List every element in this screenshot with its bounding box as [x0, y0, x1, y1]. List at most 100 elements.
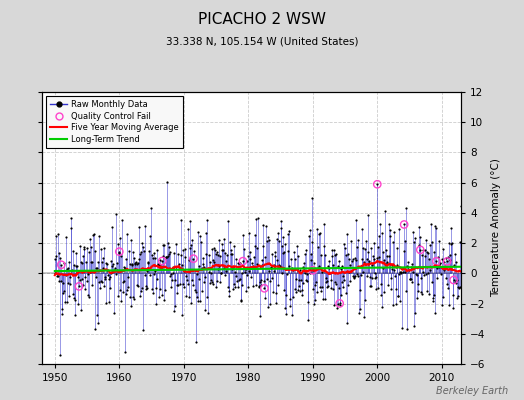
Point: [296, 288, 304, 294]
Point: [185, 245, 194, 251]
Point: [272, 236, 281, 242]
Point: [401, 269, 409, 276]
Point: [165, 251, 173, 258]
Point: [293, 287, 302, 293]
Point: [431, 310, 440, 316]
Point: [218, 240, 226, 247]
Point: [184, 226, 192, 232]
Point: [147, 204, 155, 211]
Point: [258, 257, 267, 264]
Point: [167, 283, 175, 290]
Point: [443, 258, 451, 265]
Point: [192, 289, 200, 295]
Point: [311, 281, 319, 288]
Point: [282, 311, 291, 317]
Point: [453, 294, 462, 301]
Point: [137, 248, 146, 255]
Point: [255, 284, 263, 290]
Point: [337, 279, 346, 285]
Point: [346, 278, 354, 284]
Point: [384, 281, 392, 288]
Point: [278, 242, 286, 249]
Point: [95, 278, 104, 285]
Point: [410, 238, 419, 245]
Point: [390, 229, 398, 235]
Point: [330, 302, 339, 308]
Point: [64, 264, 72, 271]
Point: [179, 281, 187, 287]
Point: [407, 276, 416, 282]
Point: [387, 286, 396, 292]
Point: [227, 251, 235, 257]
Point: [175, 261, 183, 267]
Point: [65, 258, 73, 265]
Point: [447, 225, 456, 231]
Point: [204, 310, 212, 316]
Point: [455, 285, 463, 291]
Point: [103, 261, 111, 267]
Point: [440, 259, 448, 265]
Point: [380, 289, 388, 295]
Point: [199, 255, 207, 261]
Point: [409, 269, 417, 275]
Point: [87, 258, 95, 265]
Point: [51, 270, 60, 277]
Point: [372, 274, 380, 280]
Point: [180, 284, 188, 290]
Point: [70, 294, 78, 301]
Point: [63, 279, 72, 286]
Point: [134, 282, 143, 289]
Point: [98, 278, 106, 285]
Point: [339, 283, 347, 290]
Point: [211, 247, 219, 253]
Point: [130, 260, 139, 266]
Point: [182, 273, 191, 280]
Point: [254, 283, 263, 290]
Point: [422, 237, 430, 243]
Point: [247, 260, 256, 266]
Point: [92, 265, 100, 271]
Point: [419, 268, 428, 275]
Point: [371, 270, 379, 276]
Point: [201, 306, 210, 313]
Point: [148, 290, 157, 297]
Point: [126, 261, 134, 268]
Point: [298, 287, 306, 293]
Point: [394, 293, 402, 299]
Point: [421, 253, 429, 259]
Point: [260, 278, 268, 284]
Point: [407, 264, 415, 270]
Point: [197, 239, 205, 246]
Point: [323, 278, 331, 284]
Point: [451, 279, 460, 286]
Point: [157, 262, 165, 269]
Point: [108, 262, 116, 269]
Point: [246, 256, 254, 262]
Point: [215, 236, 223, 243]
Point: [435, 260, 444, 267]
Point: [396, 297, 405, 304]
Point: [285, 263, 293, 269]
Point: [325, 258, 333, 264]
Point: [62, 272, 70, 278]
Point: [362, 238, 370, 244]
Point: [127, 303, 135, 309]
Point: [373, 181, 381, 188]
Point: [59, 280, 67, 286]
Point: [96, 285, 104, 291]
Point: [91, 248, 100, 254]
Point: [118, 217, 126, 223]
Point: [245, 230, 253, 237]
Point: [66, 274, 74, 280]
Point: [454, 284, 462, 290]
Point: [375, 233, 383, 239]
Point: [290, 249, 298, 256]
Point: [106, 285, 114, 291]
Point: [264, 234, 272, 240]
Point: [182, 293, 190, 299]
Point: [276, 218, 285, 224]
Point: [339, 273, 347, 279]
Point: [456, 203, 465, 209]
Point: [399, 248, 408, 254]
Point: [107, 257, 115, 264]
